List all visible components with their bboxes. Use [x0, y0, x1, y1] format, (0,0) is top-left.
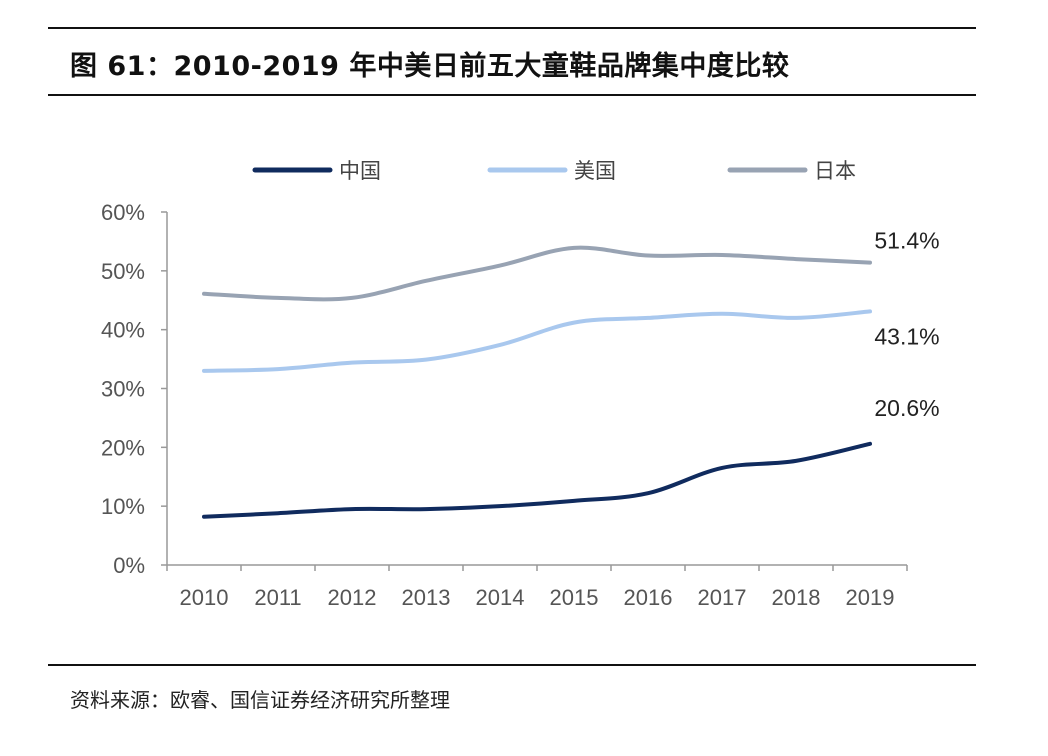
x-tick-label: 2011	[254, 585, 301, 610]
x-tick-label: 2018	[772, 585, 821, 610]
series-line-2	[202, 245, 872, 302]
x-tick-label: 2013	[402, 585, 451, 610]
y-tick-label: 50%	[101, 259, 145, 284]
title-top-rule	[48, 27, 976, 29]
end-data-label: 43.1%	[874, 323, 939, 349]
x-tick-label: 2015	[550, 585, 599, 610]
series-line-0	[202, 441, 872, 519]
legend-label: 美国	[574, 159, 616, 183]
x-tick-label: 2017	[698, 585, 747, 610]
y-tick-label: 30%	[101, 377, 145, 402]
legend-label: 中国	[339, 159, 381, 183]
end-data-label: 51.4%	[874, 228, 939, 254]
y-tick-label: 60%	[101, 200, 145, 225]
series-line-1	[202, 309, 872, 373]
source-note: 资料来源：欧睿、国信证券经济研究所整理	[70, 688, 450, 712]
y-tick-label: 0%	[113, 553, 145, 578]
y-tick-label: 20%	[101, 435, 145, 460]
legend-label: 日本	[814, 159, 856, 183]
x-tick-label: 2012	[328, 585, 377, 610]
title-bottom-rule	[48, 94, 976, 96]
source-top-rule	[48, 664, 976, 666]
y-tick-label: 40%	[101, 318, 145, 343]
x-tick-label: 2014	[476, 585, 525, 610]
x-tick-label: 2016	[624, 585, 673, 610]
x-tick-label: 2019	[846, 585, 895, 610]
y-tick-label: 10%	[101, 494, 145, 519]
figure-title: 图 61：2010-2019 年中美日前五大童鞋品牌集中度比较	[70, 51, 790, 82]
x-tick-label: 2010	[180, 585, 229, 610]
end-data-label: 20.6%	[874, 395, 939, 421]
